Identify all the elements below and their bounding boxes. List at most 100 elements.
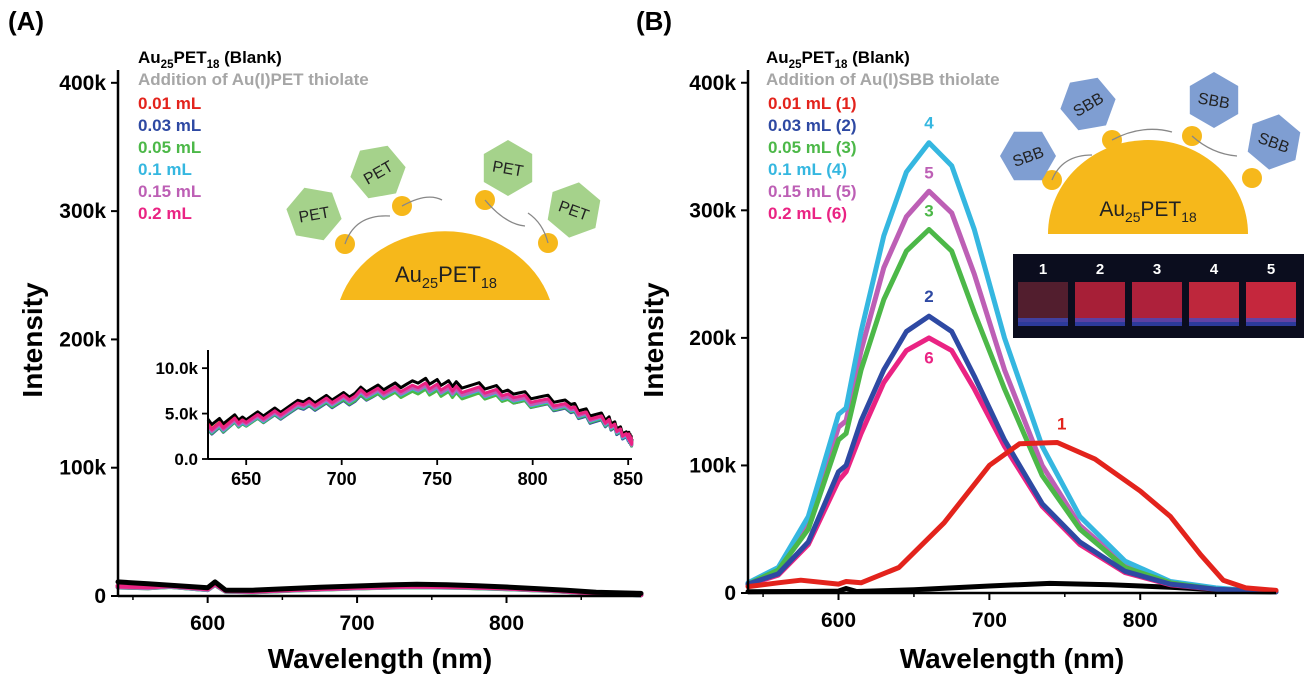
peak-label: 6	[924, 348, 933, 367]
ligand-chain	[344, 196, 549, 245]
inset-chart: 650 700 750 800 850 0.0 5.0k 10.0k	[155, 350, 643, 489]
text-part: (Blank)	[847, 48, 909, 67]
inset-y-tick-label: 5.0k	[165, 405, 199, 424]
ligand-pet: PET	[350, 145, 406, 199]
series-line	[745, 440, 1279, 593]
legend-entry: 0.15 mL	[138, 182, 201, 201]
core-label: Au25PET18	[1099, 198, 1197, 225]
y-tick-label: 0	[724, 582, 736, 605]
ligand-pet: PET	[483, 140, 533, 196]
y-tick-label: 200k	[59, 328, 106, 351]
hexagon-ligand	[1060, 77, 1116, 131]
text-part: 25	[422, 276, 438, 292]
vial-photo: 1 2 3 4 5	[1013, 254, 1304, 338]
panel-label: (B)	[636, 6, 672, 36]
x-tick-label: 700	[340, 612, 375, 635]
legend-entry: 0.03 mL (2)	[768, 116, 857, 135]
text-part: 25	[789, 59, 802, 71]
vial-base-glow	[1132, 318, 1182, 326]
gold-core	[1048, 140, 1248, 234]
ligand-sbb: SBB	[1060, 77, 1116, 131]
vial-label: 1	[1039, 261, 1047, 278]
ligand-sbb: SBB	[1000, 131, 1056, 181]
x-tick-label: 600	[821, 609, 856, 632]
y-tick-label: 0	[94, 585, 106, 608]
ligand-pet: PET	[286, 187, 342, 241]
inset-y-tick-label: 0.0	[174, 450, 198, 469]
vial-5	[1246, 282, 1296, 322]
panel-b: (B) 600 700 800 0 100k 200k 300k 400k Wavelength …	[636, 6, 1304, 674]
x-axis-label: Wavelength (nm)	[900, 643, 1125, 674]
text-part: 25	[1125, 209, 1141, 225]
text-part: PET	[1140, 198, 1181, 221]
x-tick-label: 600	[190, 612, 225, 635]
text-part: Au	[766, 48, 789, 67]
legend-entry: 0.15 mL (5)	[768, 182, 857, 201]
series-line	[745, 313, 1279, 595]
text-part: 18	[207, 59, 220, 71]
vial-base-glow	[1018, 318, 1068, 326]
legend-entry: 0.05 mL (3)	[768, 138, 857, 157]
anchor-atom	[1242, 168, 1262, 188]
x-tick-label: 700	[972, 609, 1007, 632]
inset-series-line	[206, 387, 634, 448]
vial-label: 2	[1096, 261, 1104, 278]
text-part: 18	[1181, 209, 1197, 225]
series-group	[745, 140, 1279, 595]
legend-entry: 0.2 mL (6)	[768, 204, 847, 223]
vial-base-glow	[1075, 318, 1125, 326]
hexagon-ligand	[1189, 72, 1239, 128]
vial-label: 5	[1267, 261, 1275, 278]
core-label: Au25PET18	[395, 262, 497, 292]
inset-x-tick-label: 750	[422, 469, 452, 489]
y-tick-label: 100k	[59, 457, 106, 480]
series-line	[745, 188, 1279, 595]
vial-label: 3	[1153, 261, 1161, 278]
legend-entry: 0.01 mL (1)	[768, 94, 857, 113]
inset-x-tick-label: 650	[231, 469, 261, 489]
legend-entry: 0.05 mL	[138, 138, 201, 157]
vial-4	[1189, 282, 1239, 322]
ligand-sbb: SBB	[1189, 72, 1239, 128]
legend-addition: Addition of Au(I)PET thiolate	[138, 70, 369, 89]
y-axis-label: Intensity	[17, 282, 48, 398]
y-tick-label: 300k	[59, 200, 106, 223]
vial-3	[1132, 282, 1182, 322]
text-part: PET	[174, 48, 208, 67]
hexagon-ligand	[286, 187, 342, 241]
panel-a: (A) 600 700 800 0 100k 200k 300k 400k Wavelength …	[8, 6, 644, 674]
text-part: PET	[802, 48, 836, 67]
legend-entry: 0.1 mL	[138, 160, 192, 179]
vial-base-glow	[1189, 318, 1239, 326]
vial-2	[1075, 282, 1125, 322]
hexagon-ligand	[483, 140, 533, 196]
x-tick-label: 800	[489, 612, 524, 635]
text-part: Au	[1099, 198, 1125, 221]
y-tick-label: 300k	[689, 199, 736, 222]
y-tick-label: 400k	[689, 72, 736, 95]
ligand-sbb: SBB	[1247, 114, 1301, 170]
inset-x-tick-label: 800	[518, 469, 548, 489]
text-part: 25	[161, 59, 174, 71]
inset-x-tick-label: 850	[613, 469, 643, 489]
legend-blank: Au25PET18 (Blank)	[138, 48, 282, 71]
peak-label: 5	[924, 163, 933, 182]
peak-label: 4	[924, 114, 934, 133]
legend-addition: Addition of Au(I)SBB thiolate	[766, 70, 1000, 89]
y-tick-label: 200k	[689, 327, 736, 350]
vial-base-glow	[1246, 318, 1296, 326]
vial-label: 4	[1210, 261, 1219, 278]
peak-label: 3	[924, 202, 933, 221]
text-part: Au	[138, 48, 161, 67]
peak-label: 2	[924, 287, 933, 306]
y-axis-label: Intensity	[638, 282, 669, 398]
legend-entry: 0.01 mL	[138, 94, 201, 113]
text-part: 18	[481, 276, 497, 292]
series-group	[115, 579, 644, 598]
hexagon-ligand	[547, 182, 601, 238]
series-line	[115, 579, 644, 596]
vial-1	[1018, 282, 1068, 322]
legend-entry: 0.2 mL	[138, 204, 192, 223]
